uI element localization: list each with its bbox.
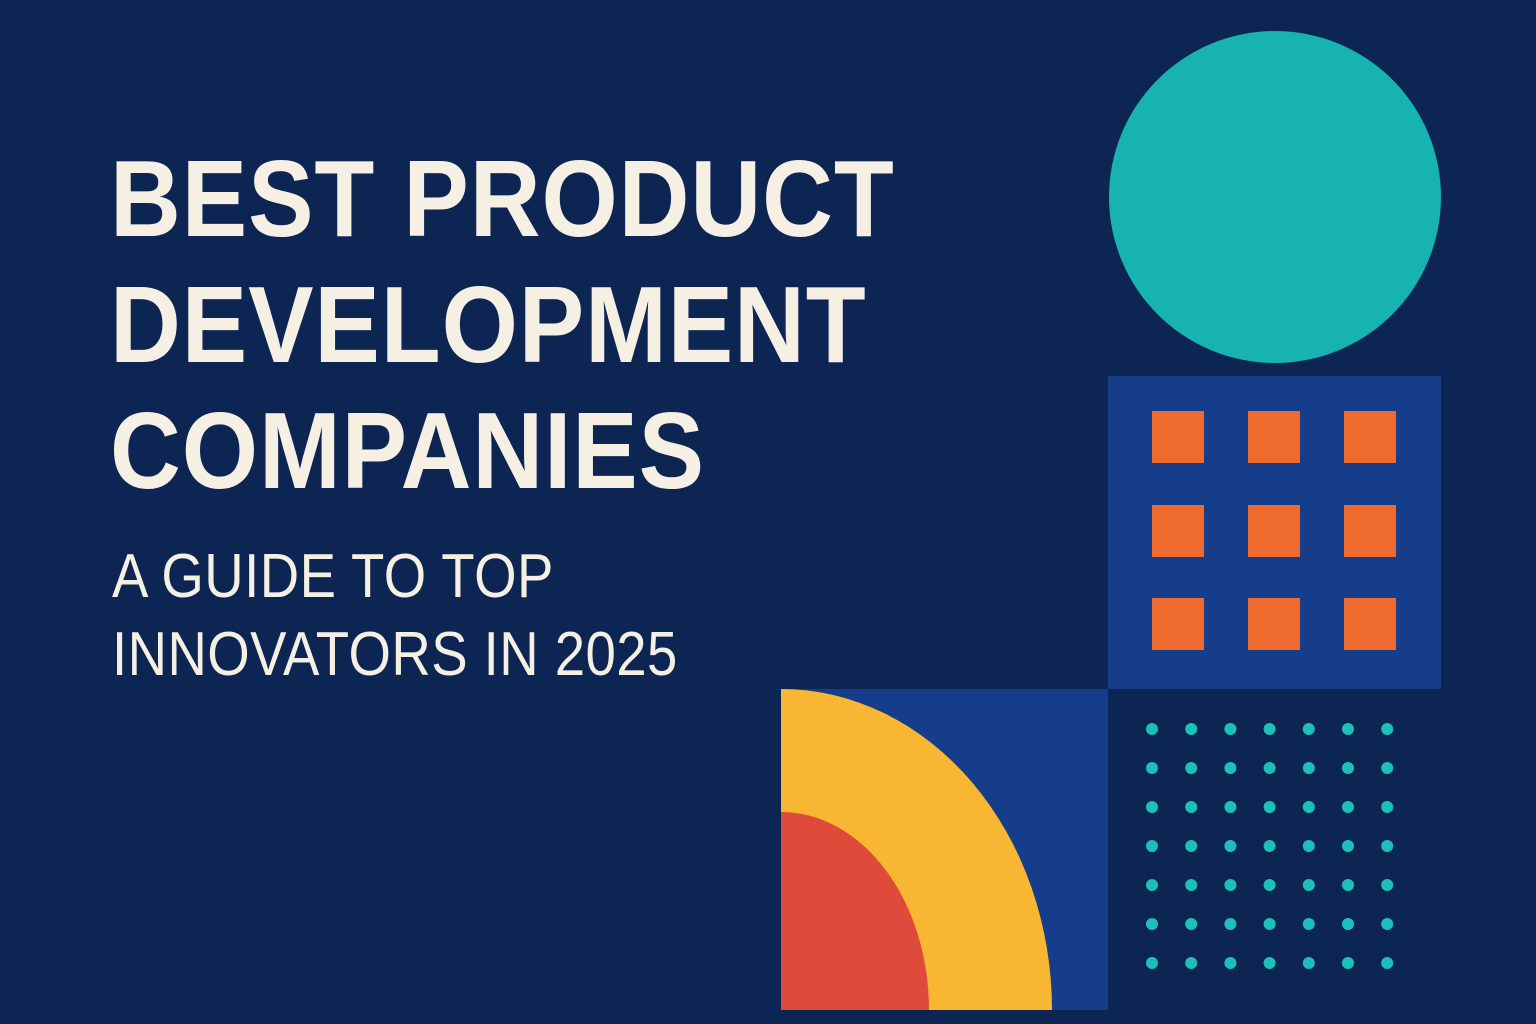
orange-square	[1344, 598, 1396, 650]
teal-dot	[1342, 801, 1354, 813]
orange-square	[1152, 411, 1204, 463]
teal-dot	[1146, 762, 1158, 774]
teal-dot	[1381, 762, 1394, 774]
teal-dot	[1185, 762, 1198, 774]
teal-dot	[1342, 918, 1354, 930]
teal-dot	[1263, 918, 1276, 930]
title-line-2: DEVELOPMENT	[110, 264, 867, 386]
teal-dot	[1263, 762, 1276, 774]
teal-dot	[1302, 957, 1315, 969]
teal-dot	[1342, 957, 1354, 969]
teal-dot	[1263, 723, 1276, 735]
title-line-1: BEST PRODUCT	[110, 138, 895, 260]
teal-dot	[1302, 762, 1315, 774]
teal-dot	[1146, 918, 1158, 930]
teal-dot	[1185, 840, 1198, 852]
orange-square	[1248, 411, 1300, 463]
teal-dot	[1185, 918, 1198, 930]
orange-square	[1152, 598, 1204, 650]
teal-dot	[1263, 957, 1276, 969]
teal-dot	[1146, 957, 1158, 969]
teal-dot	[1224, 840, 1237, 852]
teal-dot	[1263, 801, 1276, 813]
teal-dot	[1224, 801, 1237, 813]
teal-dot	[1302, 723, 1315, 735]
teal-dot	[1185, 801, 1198, 813]
teal-dot	[1342, 762, 1354, 774]
page-subtitle: A GUIDE TO TOP INNOVATORS IN 2025	[112, 538, 678, 694]
teal-dot	[1263, 879, 1276, 891]
teal-dot	[1224, 723, 1237, 735]
teal-dot	[1381, 918, 1394, 930]
teal-dot	[1381, 879, 1394, 891]
teal-dot	[1224, 918, 1237, 930]
teal-dot	[1224, 879, 1237, 891]
teal-dot	[1224, 957, 1237, 969]
teal-dot	[1381, 723, 1394, 735]
teal-dot	[1342, 723, 1354, 735]
teal-dot	[1146, 723, 1158, 735]
teal-dot-grid	[1146, 723, 1394, 969]
teal-dot	[1302, 840, 1315, 852]
teal-dot	[1302, 879, 1315, 891]
teal-dot	[1342, 879, 1354, 891]
orange-square-grid	[1152, 411, 1396, 650]
teal-dot	[1224, 762, 1237, 774]
orange-square	[1344, 505, 1396, 557]
teal-dot	[1302, 918, 1315, 930]
teal-dot	[1146, 879, 1158, 891]
teal-dot	[1342, 840, 1354, 852]
orange-square	[1152, 505, 1204, 557]
teal-dot	[1185, 879, 1198, 891]
teal-dot	[1302, 801, 1315, 813]
teal-dot	[1185, 957, 1198, 969]
red-arc	[781, 812, 929, 1010]
subtitle-line-2: INNOVATORS IN 2025	[112, 620, 678, 689]
quarter-arc-shape	[781, 689, 1108, 1010]
orange-square	[1344, 411, 1396, 463]
teal-dot	[1185, 723, 1198, 735]
teal-dot	[1381, 957, 1394, 969]
teal-dot	[1381, 801, 1394, 813]
page-title: BEST PRODUCT DEVELOPMENT COMPANIES	[110, 136, 895, 514]
orange-square	[1248, 598, 1300, 650]
orange-square	[1248, 505, 1300, 557]
title-line-3: COMPANIES	[110, 390, 705, 512]
subtitle-line-1: A GUIDE TO TOP	[112, 542, 554, 611]
teal-dot	[1146, 840, 1158, 852]
teal-dot	[1263, 840, 1276, 852]
teal-dot	[1381, 840, 1394, 852]
teal-circle-shape	[1109, 31, 1441, 363]
teal-dot	[1146, 801, 1158, 813]
